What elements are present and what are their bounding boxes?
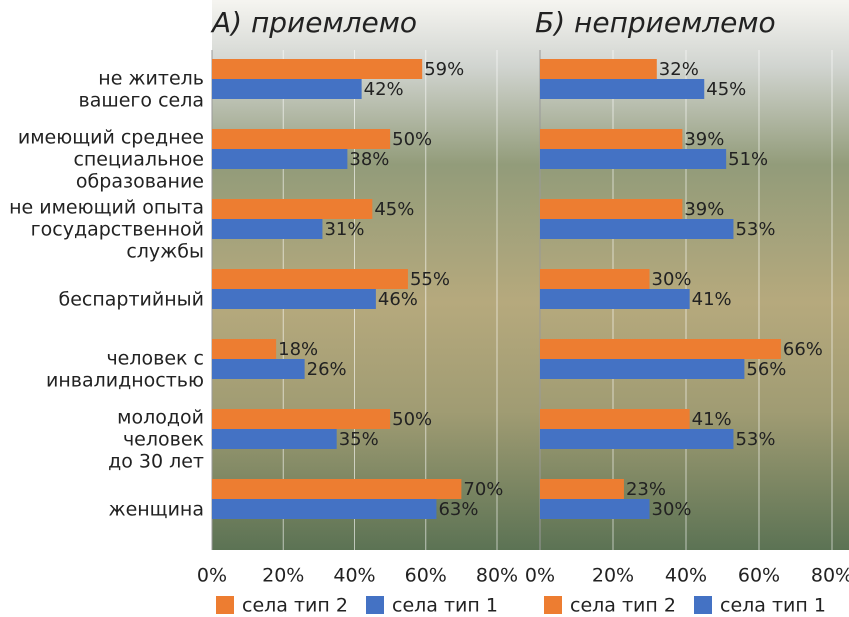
value-label: 23% (626, 479, 666, 500)
bar (540, 269, 650, 289)
bar (540, 129, 683, 149)
value-label: 18% (278, 339, 318, 360)
bar (540, 409, 690, 429)
category-label: человек с (106, 348, 204, 370)
chart-title: А) приемлемо (210, 6, 417, 39)
x-tick-label: 0% (197, 565, 227, 587)
value-label: 53% (735, 429, 775, 450)
category-label: до 30 лет (108, 451, 204, 473)
category-label: специальное (73, 149, 204, 171)
x-tick-label: 20% (262, 565, 304, 587)
x-tick-label: 80% (811, 565, 849, 587)
value-label: 42% (364, 79, 404, 100)
x-tick-label: 0% (525, 565, 555, 587)
value-label: 30% (652, 269, 692, 290)
value-label: 45% (706, 79, 746, 100)
bar (540, 479, 624, 499)
legend-swatch (544, 596, 562, 614)
value-label: 35% (339, 429, 379, 450)
x-tick-label: 40% (665, 565, 707, 587)
bar (540, 359, 745, 379)
value-label: 66% (783, 339, 823, 360)
bar (212, 429, 337, 449)
category-label: молодой (117, 407, 204, 429)
bar (212, 129, 391, 149)
value-label: 30% (652, 499, 692, 520)
bar (212, 339, 277, 359)
value-label: 55% (410, 269, 450, 290)
value-label: 56% (746, 359, 786, 380)
bar (212, 359, 305, 379)
category-label: не житель (98, 68, 204, 90)
value-label: 41% (692, 409, 732, 430)
value-label: 26% (307, 359, 347, 380)
chart-title: Б) неприемлемо (535, 6, 776, 39)
value-label: 70% (463, 479, 503, 500)
legend-label: села тип 2 (570, 595, 676, 617)
category-label: беспартийный (58, 289, 204, 311)
value-label: 53% (735, 219, 775, 240)
value-label: 32% (659, 59, 699, 80)
bar (212, 479, 462, 499)
value-label: 45% (374, 199, 414, 220)
legend-swatch (366, 596, 384, 614)
category-label: образование (76, 171, 204, 193)
value-label: 38% (349, 149, 389, 170)
x-tick-label: 60% (738, 565, 780, 587)
category-label: инвалидностью (46, 370, 204, 392)
value-label: 50% (392, 129, 432, 150)
legend-swatch (694, 596, 712, 614)
value-label: 46% (378, 289, 418, 310)
bar (212, 199, 373, 219)
bar (540, 199, 683, 219)
bar (540, 289, 690, 309)
legend-swatch (216, 596, 234, 614)
x-tick-label: 80% (476, 565, 518, 587)
category-label: человек (123, 429, 204, 451)
category-label: службы (126, 241, 204, 263)
bar (540, 429, 734, 449)
category-label: женщина (108, 499, 204, 521)
value-label: 63% (438, 499, 478, 520)
category-label: имеющий среднее (18, 127, 204, 149)
bar (212, 79, 362, 99)
bar (540, 59, 657, 79)
value-label: 59% (424, 59, 464, 80)
x-tick-label: 20% (592, 565, 634, 587)
bar (540, 499, 650, 519)
value-label: 51% (728, 149, 768, 170)
bar (540, 219, 734, 239)
value-label: 31% (324, 219, 364, 240)
value-label: 39% (684, 129, 724, 150)
x-tick-label: 40% (333, 565, 375, 587)
value-label: 39% (684, 199, 724, 220)
value-label: 41% (692, 289, 732, 310)
bar (212, 409, 391, 429)
legend-label: села тип 1 (720, 595, 826, 617)
bar (212, 269, 408, 289)
legend-label: села тип 1 (392, 595, 498, 617)
bar (212, 289, 376, 309)
bar (212, 219, 323, 239)
bar (212, 59, 423, 79)
category-label: не имеющий опыта (9, 197, 204, 219)
x-tick-label: 60% (405, 565, 447, 587)
bar (212, 499, 437, 519)
value-label: 50% (392, 409, 432, 430)
bar (540, 339, 781, 359)
category-label: вашего села (79, 90, 205, 112)
bar (540, 79, 705, 99)
legend-label: села тип 2 (242, 595, 348, 617)
bar (212, 149, 348, 169)
bar (540, 149, 727, 169)
category-label: государственной (31, 219, 204, 241)
